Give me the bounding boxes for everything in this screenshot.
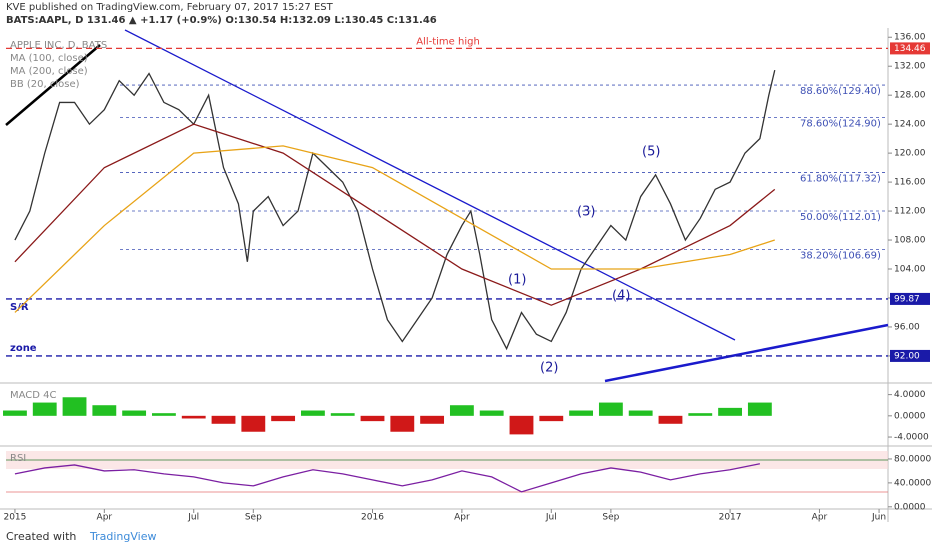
histogram-bar: [479, 410, 504, 416]
histogram-bar: [747, 402, 772, 416]
x-tick-label: 2015: [3, 513, 26, 523]
series-line: [14, 463, 760, 493]
publisher: KVE published on TradingView.com, Februa…: [6, 2, 334, 13]
x-tick-label: Jul: [187, 513, 199, 523]
level-label: zone: [10, 343, 37, 354]
x-tick-label: Sep: [245, 513, 262, 523]
wave-label: (3): [577, 205, 595, 220]
legend-entry: BB (20, close): [10, 79, 80, 90]
legend-entry: RSI: [10, 453, 26, 464]
x-tick-label: Jun: [871, 513, 886, 523]
wave-label: (4): [612, 289, 630, 304]
histogram-bar: [598, 402, 623, 416]
legend-entry: MA (200, close): [10, 66, 88, 77]
x-tick-label: Jul: [545, 513, 557, 523]
histogram-bar: [658, 415, 683, 424]
x-tick-label: Sep: [602, 513, 619, 523]
series-line: [14, 123, 776, 306]
y-tick-label: 132.00: [894, 62, 926, 72]
y-tick-label: 0.0000: [894, 411, 926, 421]
histogram-bar: [122, 410, 147, 416]
histogram-bar: [32, 402, 57, 416]
level-label: 38.20%(106.69): [800, 251, 881, 262]
price-label-box: [890, 42, 930, 55]
histogram-bar: [62, 397, 87, 416]
wave-label: (1): [508, 273, 526, 288]
trend-line: [604, 323, 889, 383]
legend-entry: APPLE INC, D, BATS: [10, 40, 107, 51]
level-label: 88.60%(129.40): [800, 86, 881, 97]
legend-entry: MACD 4C: [10, 390, 57, 401]
histogram-bar: [271, 415, 296, 422]
histogram-bar: [390, 415, 415, 432]
histogram-bar: [718, 407, 742, 416]
trend-line: [5, 44, 101, 126]
price-label: 92.00: [894, 351, 920, 361]
histogram-bar: [181, 415, 206, 419]
series-line: [14, 145, 775, 313]
y-tick-label: 4.0000: [894, 390, 926, 400]
histogram-bar: [92, 405, 117, 416]
footer-created: Created with: [6, 530, 76, 543]
histogram-bar: [3, 410, 27, 416]
price-label: 99.87: [894, 294, 920, 304]
quote: BATS:AAPL, D 131.46 ▲ +1.17 (+0.9%) O:13…: [6, 15, 437, 26]
y-tick-label: 40.0000: [894, 478, 931, 488]
histogram-bar: [152, 413, 176, 416]
histogram-bar: [330, 413, 355, 416]
x-tick-label: 2017: [719, 513, 742, 523]
price-label-box: [890, 349, 930, 362]
wave-label: (5): [642, 145, 660, 160]
y-tick-label: -4.0000: [894, 433, 929, 443]
x-tick-label: 2016: [361, 513, 384, 523]
y-tick-label: 128.00: [894, 91, 926, 101]
y-tick-label: 80.0000: [894, 454, 931, 464]
level-label: All-time high: [416, 36, 480, 47]
x-tick-label: Apr: [812, 513, 828, 523]
wave-label: (2): [540, 361, 558, 376]
level-label: 78.60%(124.90): [800, 119, 881, 130]
histogram-bar: [569, 410, 594, 416]
y-tick-label: 120.00: [894, 149, 926, 159]
histogram-bar: [539, 415, 564, 422]
level-label: 50.00%(112.01): [800, 212, 881, 223]
histogram-bar: [300, 410, 325, 416]
y-tick-label: 124.00: [894, 120, 926, 130]
series-line: [14, 69, 776, 351]
y-tick-label: 116.00: [894, 178, 926, 188]
histogram-bar: [449, 405, 474, 416]
level-label: 61.80%(117.32): [800, 174, 881, 185]
histogram-bar: [688, 413, 713, 416]
y-tick-label: 104.00: [894, 265, 926, 275]
footer-brand[interactable]: TradingView: [89, 530, 156, 543]
y-tick-label: 112.00: [894, 207, 926, 217]
histogram-bar: [241, 415, 266, 432]
x-tick-label: Apr: [97, 513, 113, 523]
histogram-bar: [509, 415, 534, 435]
y-tick-label: 96.00: [894, 322, 920, 332]
price-label: 134.46: [894, 44, 926, 54]
price-label-box: [890, 292, 930, 305]
y-tick-label: 136.00: [894, 33, 926, 43]
legend-entry: MA (100, close): [10, 53, 88, 64]
histogram-bar: [420, 415, 445, 424]
y-tick-label: 0.0000: [894, 502, 926, 512]
histogram-bar: [211, 415, 236, 424]
histogram-bar: [360, 415, 385, 422]
x-tick-label: Apr: [454, 513, 470, 523]
y-tick-label: 108.00: [894, 236, 926, 246]
histogram-bar: [628, 410, 653, 416]
trend-line: [124, 29, 736, 341]
